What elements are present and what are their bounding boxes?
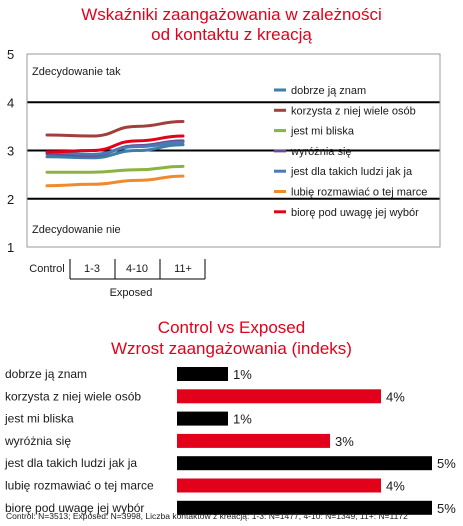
bar-chart-title-line-2: Wzrost zaangażowania (indeks) <box>111 339 352 358</box>
y-tick-label: 4 <box>7 95 14 110</box>
series-line-6 <box>45 174 185 188</box>
bar-1 <box>177 367 228 381</box>
footnote: Control: N=3513; Exposed: N=3998, Liczba… <box>6 511 408 521</box>
series-line-5 <box>45 140 185 156</box>
line-chart-y-ticks: 1 2 3 4 5 <box>7 47 14 255</box>
bar-category-label: jest mi bliska <box>4 412 74 426</box>
bar-value-label: 4% <box>386 479 405 494</box>
annotation-zdecydowanie-tak: Zdecydowanie tak <box>32 66 121 78</box>
bar-7 <box>177 500 432 515</box>
bar-category-label: biorę pod uwagę jej wybór <box>5 501 144 515</box>
bar-value-label: 5% <box>437 456 456 471</box>
bar-6 <box>177 478 381 493</box>
legend-label-7: biorę pod uwagę jej wybór <box>291 207 419 219</box>
bar-category-label: wyróżnia się <box>4 434 71 448</box>
x-axis-label-exposed: Exposed <box>110 287 153 299</box>
bar-category-label: korzysta z niej wiele osób <box>5 389 141 403</box>
legend-label-3: jest mi bliska <box>290 126 355 138</box>
legend-label-1: dobrze ją znam <box>291 85 366 97</box>
y-tick-label: 2 <box>7 192 14 207</box>
bar-value-label: 5% <box>437 501 456 516</box>
bar-2 <box>177 389 381 404</box>
x-tick-label: 4-10 <box>126 263 148 275</box>
bar-value-label: 1% <box>233 412 252 427</box>
x-tick-label: 11+ <box>174 263 192 275</box>
series-line-3 <box>45 164 185 174</box>
bar-4 <box>177 433 330 448</box>
bar-category-label: lubię rozmawiać o tej marce <box>5 479 154 493</box>
bar-value-label: 3% <box>335 434 354 449</box>
line-chart-title-line-1: Wskaźniki zaangażowania w zależności <box>81 5 382 24</box>
legend-label-4: wyróżnia się <box>290 146 352 158</box>
annotation-zdecydowanie-nie: Zdecydowanie nie <box>32 224 121 236</box>
bar-value-label: 1% <box>233 367 252 382</box>
line-chart-legend: dobrze ją znam korzysta z niej wiele osób… <box>274 85 427 219</box>
bar-3 <box>177 411 228 426</box>
legend-label-2: korzysta z niej wiele osób <box>291 105 416 117</box>
x-tick-label: Control <box>29 263 64 275</box>
y-tick-label: 3 <box>7 144 14 159</box>
y-tick-label: 1 <box>7 240 14 255</box>
line-chart-series <box>45 120 185 188</box>
series-line-2 <box>45 120 185 138</box>
y-tick-label: 5 <box>7 47 14 62</box>
bar-value-label: 4% <box>386 389 405 404</box>
legend-label-5: jest dla takich ludzi jak ja <box>290 166 413 178</box>
legend-label-6: lubię rozmawiać o tej marce <box>291 187 427 199</box>
x-tick-label: 1-3 <box>84 263 100 275</box>
line-chart-x-axis: Control 1-3 4-10 11+ <box>29 259 206 280</box>
line-chart-plot-frame <box>26 53 441 248</box>
bar-category-label: dobrze ją znam <box>5 367 87 381</box>
series-line-1 <box>45 143 185 160</box>
bar-category-label: jest dla takich ludzi jak ja <box>4 456 137 470</box>
bar-5 <box>177 456 432 471</box>
bar-chart-bars: dobrze ją znam 1% korzysta z niej wiele os… <box>4 367 456 516</box>
series-line-7 <box>45 134 185 154</box>
bar-chart-title-line-1: Control vs Exposed <box>157 318 306 337</box>
line-chart-title-line-2: od kontaktu z kreacją <box>151 25 312 44</box>
